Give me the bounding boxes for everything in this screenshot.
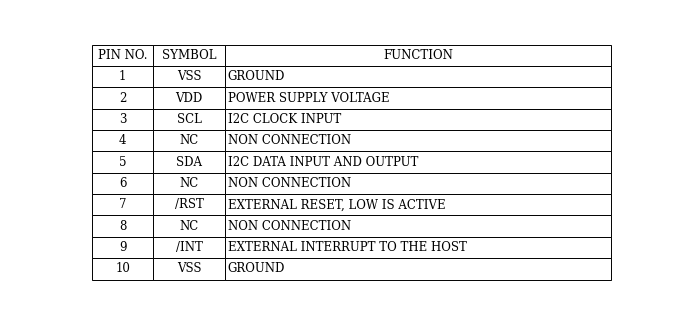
Text: NC: NC — [180, 177, 199, 190]
Bar — [154, 66, 225, 87]
Text: 9: 9 — [119, 241, 126, 254]
Text: EXTERNAL RESET, LOW IS ACTIVE: EXTERNAL RESET, LOW IS ACTIVE — [228, 198, 445, 211]
Bar — [225, 152, 611, 173]
Text: NON CONNECTION: NON CONNECTION — [228, 134, 351, 147]
Text: 10: 10 — [115, 262, 130, 275]
Text: /INT: /INT — [176, 241, 202, 254]
Text: VDD: VDD — [176, 91, 203, 105]
Text: SDA: SDA — [176, 156, 202, 169]
Bar — [92, 237, 154, 258]
Bar — [225, 237, 611, 258]
Bar — [225, 215, 611, 237]
Bar — [92, 130, 154, 152]
Bar — [225, 173, 611, 194]
Bar — [92, 87, 154, 109]
Text: 8: 8 — [119, 220, 126, 233]
Bar — [225, 45, 611, 66]
Text: 3: 3 — [119, 113, 126, 126]
Bar — [92, 66, 154, 87]
Bar — [154, 130, 225, 152]
Text: 2: 2 — [119, 91, 126, 105]
Bar — [154, 152, 225, 173]
Bar — [92, 173, 154, 194]
Text: EXTERNAL INTERRUPT TO THE HOST: EXTERNAL INTERRUPT TO THE HOST — [228, 241, 466, 254]
Bar — [225, 130, 611, 152]
Bar — [154, 45, 225, 66]
Bar — [225, 109, 611, 130]
Text: /RST: /RST — [175, 198, 204, 211]
Text: VSS: VSS — [177, 262, 202, 275]
Bar — [225, 87, 611, 109]
Bar — [154, 87, 225, 109]
Bar — [154, 237, 225, 258]
Text: NON CONNECTION: NON CONNECTION — [228, 177, 351, 190]
Text: POWER SUPPLY VOLTAGE: POWER SUPPLY VOLTAGE — [228, 91, 389, 105]
Text: FUNCTION: FUNCTION — [383, 49, 453, 62]
Text: 5: 5 — [119, 156, 126, 169]
Bar — [154, 194, 225, 215]
Text: NC: NC — [180, 134, 199, 147]
Text: NC: NC — [180, 220, 199, 233]
Text: 7: 7 — [119, 198, 126, 211]
Bar — [225, 194, 611, 215]
Bar — [92, 194, 154, 215]
Text: SYMBOL: SYMBOL — [162, 49, 216, 62]
Text: I2C CLOCK INPUT: I2C CLOCK INPUT — [228, 113, 341, 126]
Text: GROUND: GROUND — [228, 262, 285, 275]
Text: PIN NO.: PIN NO. — [98, 49, 147, 62]
Text: SCL: SCL — [177, 113, 202, 126]
Bar — [154, 215, 225, 237]
Text: VSS: VSS — [177, 70, 202, 83]
Bar — [92, 152, 154, 173]
Bar — [92, 258, 154, 280]
Text: NON CONNECTION: NON CONNECTION — [228, 220, 351, 233]
Bar — [154, 173, 225, 194]
Bar — [225, 258, 611, 280]
Text: 4: 4 — [119, 134, 126, 147]
Text: GROUND: GROUND — [228, 70, 285, 83]
Bar — [225, 66, 611, 87]
Bar — [154, 258, 225, 280]
Text: 1: 1 — [119, 70, 126, 83]
Bar — [92, 45, 154, 66]
Bar — [154, 109, 225, 130]
Bar — [92, 109, 154, 130]
Text: I2C DATA INPUT AND OUTPUT: I2C DATA INPUT AND OUTPUT — [228, 156, 418, 169]
Text: 6: 6 — [119, 177, 126, 190]
Bar — [92, 215, 154, 237]
